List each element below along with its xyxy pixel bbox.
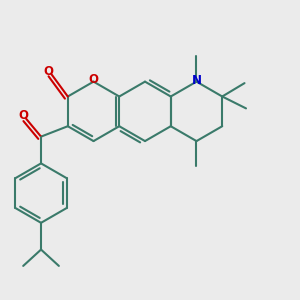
Text: O: O xyxy=(88,73,98,86)
Text: N: N xyxy=(191,74,202,87)
Text: O: O xyxy=(44,65,53,78)
Text: O: O xyxy=(18,109,28,122)
